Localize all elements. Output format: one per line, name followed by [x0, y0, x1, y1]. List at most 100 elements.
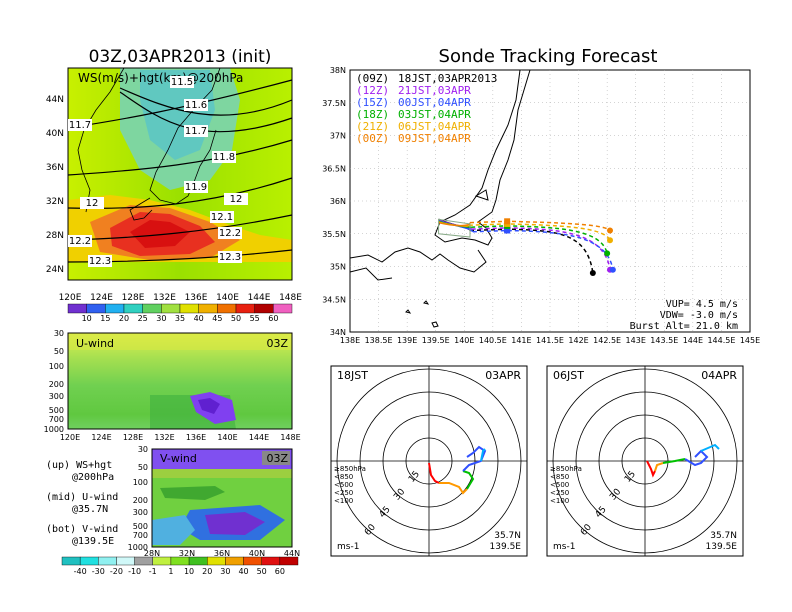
colorbar-swatch — [79, 556, 99, 566]
svg-text:(mid) U-wind: (mid) U-wind — [46, 492, 118, 503]
vwind-time: 03Z — [266, 452, 288, 465]
pressure-label: 30 — [138, 445, 148, 454]
landing-marker — [609, 266, 616, 273]
svg-text:Burst Alt= 21.0 km: Burst Alt= 21.0 km — [630, 321, 738, 332]
uwind-lon-labels: 120E 124E 128E 132E 136E 140E 144E 148E — [60, 433, 301, 442]
landing-marker — [604, 250, 611, 257]
lon-label: 148E — [280, 433, 300, 442]
contour-label-bg — [184, 181, 208, 193]
colorbar-tick: 40 — [238, 567, 248, 576]
contour-label-bg — [68, 119, 92, 131]
track-time: 18JST,03APR2013 — [398, 72, 497, 85]
lat-label: 36N — [214, 549, 230, 558]
lon-label: 141E — [511, 336, 531, 345]
track-lon-labels: 138E 138.5E 139E 139.5E 140E 140.5E 141E 141.5E… — [340, 336, 760, 345]
sonde-tracks — [438, 218, 616, 277]
colorbar-tick: 35 — [175, 314, 185, 323]
track-time: 03JST,04APR — [398, 108, 471, 121]
hodo-trace — [462, 445, 487, 472]
svg-text:(up) WS+hgt: (up) WS+hgt — [46, 460, 112, 471]
pressure-label: 100 — [133, 478, 148, 487]
contour-label-bg — [184, 125, 208, 137]
pressure-label: 500 — [49, 406, 64, 415]
lat-label: 24N — [46, 265, 64, 275]
lon-label: 132E — [153, 293, 176, 303]
lon-label: 145E — [740, 336, 760, 345]
hodo-ring — [382, 414, 476, 508]
lat-label: 28N — [144, 549, 160, 558]
colorbar-tick: 15 — [100, 314, 110, 323]
track-time: 09JST,04APR — [398, 132, 471, 145]
colorbar-tick: 60 — [268, 314, 278, 323]
colorbar-swatch — [254, 303, 274, 314]
pressure-label: 500 — [133, 522, 148, 531]
contour-label: 12.3 — [219, 252, 241, 263]
hodo-trace — [480, 448, 486, 462]
colorbar-swatch — [179, 303, 199, 314]
lon-label: 142E — [568, 336, 588, 345]
svg-text:(bot) V-wind: (bot) V-wind — [46, 524, 118, 535]
contour-label: 11.8 — [213, 152, 235, 163]
contour-label-bg — [218, 251, 242, 263]
colorbar-swatch — [98, 556, 117, 566]
hodo-date: 04APR — [701, 369, 737, 382]
track-path — [469, 228, 594, 274]
pressure-label: 200 — [133, 496, 148, 505]
lon-label: 143.5E — [650, 336, 678, 345]
hodo-loc: 139.5E — [706, 542, 738, 552]
svg-text:@139.5E: @139.5E — [72, 536, 114, 547]
hodo-ring — [621, 437, 669, 485]
colorbar-swatch — [123, 303, 143, 314]
colorbar-tick: 40 — [194, 314, 204, 323]
colorbar-tick: 20 — [119, 314, 129, 323]
lon-label: 144.5E — [707, 336, 735, 345]
pressure-label: 50 — [138, 463, 148, 472]
track-code: (21Z) — [356, 120, 389, 133]
map-label: WS(m/s)+hgt(km)@200hPa — [78, 71, 243, 85]
contour-label-bg — [170, 76, 194, 88]
colorbar-swatch — [243, 556, 262, 566]
ws-lon-labels: 120E 124E 128E 132E 136E 140E 144E 148E — [59, 293, 303, 303]
lon-label: 136E — [186, 433, 206, 442]
track-grid — [350, 70, 750, 332]
colorbar-tick: 45 — [212, 314, 222, 323]
hodo-ring — [575, 391, 715, 531]
contour-label-bg — [212, 151, 236, 163]
hodo-time: 06JST — [553, 369, 584, 382]
pressure-legend: <500 — [334, 481, 353, 489]
svg-text:VUP= 4.5 m/s: VUP= 4.5 m/s — [666, 299, 738, 310]
lon-label: 144E — [248, 293, 271, 303]
lon-label: 124E — [91, 433, 111, 442]
contour-label: 11.6 — [185, 100, 207, 111]
colorbar-tick: 30 — [220, 567, 230, 576]
lon-label: 140.5E — [479, 336, 507, 345]
hodo-loc: 35.7N — [494, 531, 521, 541]
lon-label: 148E — [279, 293, 302, 303]
colorbar-tick: -1 — [149, 567, 157, 576]
pressure-legend: <850 — [550, 473, 569, 481]
svg-text:@200hPa: @200hPa — [72, 472, 114, 483]
colorbar-swatch — [67, 303, 87, 314]
track-path — [471, 227, 611, 270]
wind-colorbar: -40 -30 -20 -10 -1 1 10 20 30 40 50 60 — [61, 556, 299, 576]
colorbar-tick: 50 — [231, 314, 241, 323]
pressure-label: 700 — [49, 415, 64, 424]
colorbar-tick: 25 — [138, 314, 148, 323]
track-code: (18Z) — [356, 108, 389, 121]
colorbar-tick: -40 — [74, 567, 87, 576]
lon-label: 128E — [123, 433, 143, 442]
colorbar-swatch — [152, 556, 172, 566]
lat-label: 35N — [330, 263, 346, 272]
lon-label: 141.5E — [536, 336, 564, 345]
contour-label-bg — [80, 197, 104, 209]
lat-label: 40N — [249, 549, 265, 558]
uwind-time: 03Z — [266, 337, 288, 350]
hodo-unit: ms-1 — [337, 542, 359, 552]
left-title: 03Z,03APR2013 (init) — [89, 47, 272, 67]
lat-label: 34.5N — [322, 295, 346, 304]
colorbar-swatch — [225, 556, 244, 566]
lon-label: 139.5E — [422, 336, 450, 345]
